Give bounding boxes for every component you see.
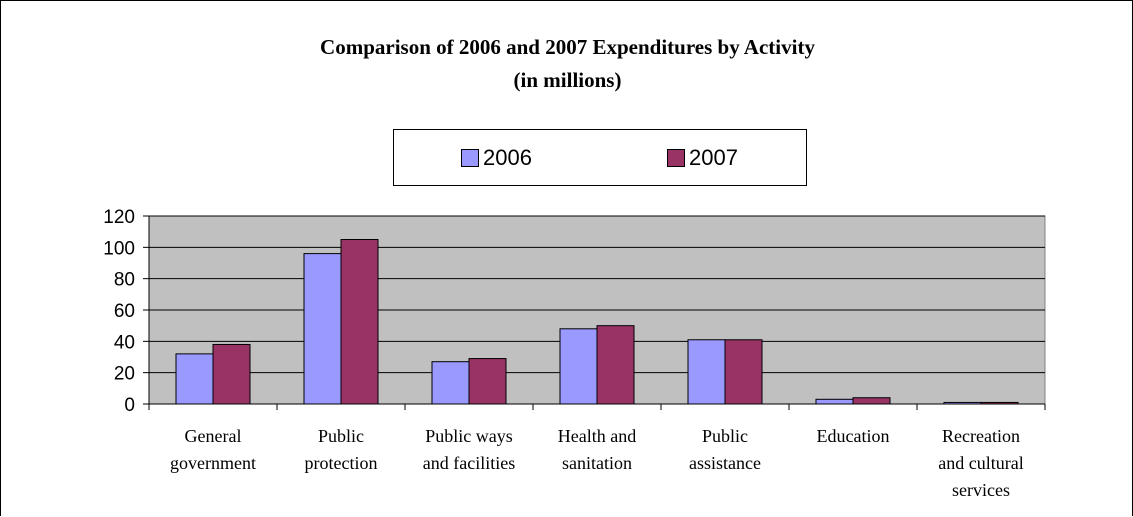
legend-label-2006: 2006 — [483, 145, 532, 170]
x-category-label: Public ways and facilities — [406, 423, 532, 477]
legend-label-2007: 2007 — [689, 145, 738, 170]
y-tick-label: 60 — [114, 301, 135, 322]
legend-item-2006: 2006 — [461, 144, 532, 172]
x-category-label-line: Public — [317, 426, 364, 446]
x-category-label: Education — [790, 423, 916, 450]
x-category-label-line: services — [952, 480, 1010, 500]
x-category-label-line: sanitation — [562, 453, 632, 473]
x-category-label: Health and sanitation — [534, 423, 660, 477]
bar-2006-5 — [815, 398, 854, 405]
bar-2006-0 — [175, 353, 214, 405]
y-tick-label: 100 — [103, 238, 135, 259]
y-tick-label: 120 — [103, 207, 135, 228]
x-category-label-line: government — [170, 453, 256, 473]
bar-2007-5 — [852, 397, 891, 405]
x-category-label-line: assistance — [689, 453, 761, 473]
bar-2007-4 — [724, 339, 763, 405]
x-category-label-line: Education — [816, 426, 890, 446]
legend-item-2007: 2007 — [667, 144, 738, 172]
legend-swatch-2007 — [667, 149, 685, 167]
chart-subtitle: (in millions) — [513, 68, 622, 92]
y-tick-label: 80 — [114, 270, 135, 291]
y-tick-label: 40 — [114, 332, 135, 353]
x-category-label-line: and facilities — [422, 453, 516, 473]
x-category-label-line: Public — [701, 426, 748, 446]
chart-title: Comparison of 2006 and 2007 Expenditures… — [320, 35, 815, 59]
x-category-label-line: and cultural — [938, 453, 1024, 473]
bar-2007-1 — [340, 239, 379, 405]
x-category-label-line: Recreation — [942, 426, 1020, 446]
legend-swatch-2006 — [461, 149, 479, 167]
bar-2006-1 — [303, 253, 342, 405]
y-tick-label: 20 — [114, 364, 135, 385]
x-category-label: General government — [150, 423, 276, 477]
chart-legend: 2006 2007 — [393, 129, 807, 186]
bar-2006-4 — [687, 339, 726, 405]
x-category-label-line: General — [184, 426, 242, 446]
x-category-label: Public protection — [278, 423, 404, 477]
y-tick-label: 0 — [124, 395, 135, 416]
bar-2006-3 — [559, 328, 598, 405]
bar-2007-0 — [212, 343, 251, 405]
x-category-label-line: Health and — [557, 426, 637, 446]
x-category-label: Public assistance — [662, 423, 788, 477]
bar-2007-3 — [596, 325, 635, 405]
bar-2007-2 — [468, 358, 507, 405]
x-category-label-line: Public ways — [425, 426, 513, 446]
bar-2006-2 — [431, 361, 470, 405]
x-category-label: Recreation and cultural services — [918, 423, 1044, 504]
x-category-label-line: protection — [304, 453, 378, 473]
